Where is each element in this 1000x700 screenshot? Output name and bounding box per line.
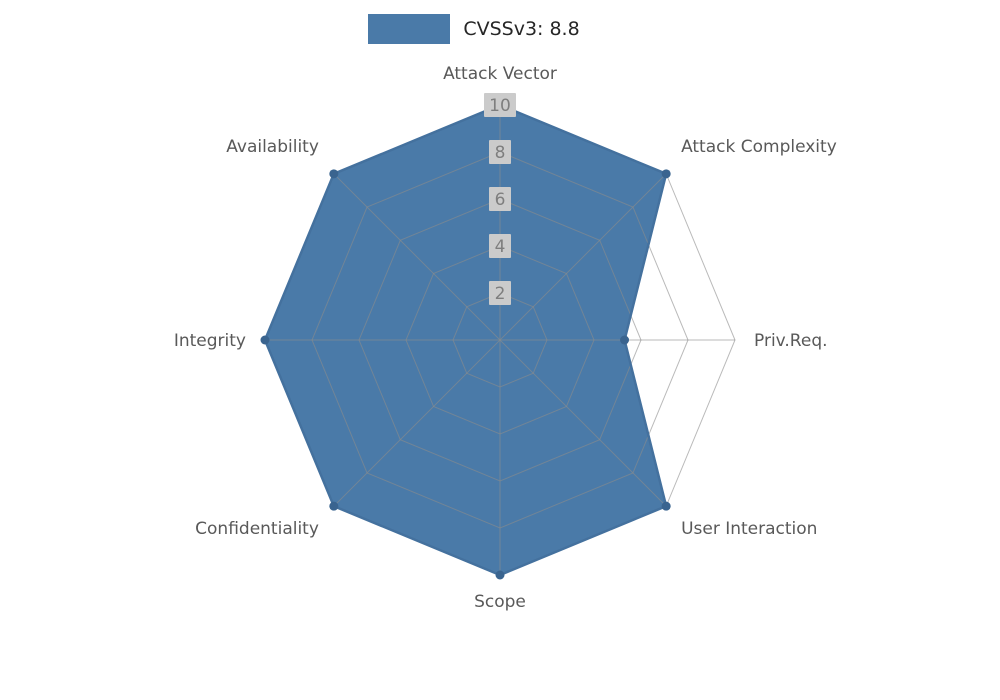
tick-label-bg <box>484 93 516 117</box>
grid-spoke <box>333 173 501 341</box>
radar-series-marker <box>661 169 671 179</box>
grid-spoke <box>333 339 501 507</box>
tick-label: 4 <box>495 237 506 257</box>
axis-label: Attack Complexity <box>681 137 837 157</box>
tick-label: 6 <box>495 190 506 210</box>
legend-label: CVSSv3: 8.8 <box>463 18 580 40</box>
tick-label-bg <box>489 187 511 211</box>
tick-label-bg <box>489 281 511 305</box>
radar-series-marker <box>620 335 630 345</box>
axis-label: Scope <box>474 592 526 612</box>
tick-label-bg <box>489 140 511 164</box>
radar-series-marker <box>260 335 270 345</box>
radar-series-marker <box>329 501 339 511</box>
radar-series-marker <box>661 501 671 511</box>
chart-legend: CVSSv3: 8.8 <box>0 14 974 44</box>
radar-series-marker <box>329 169 339 179</box>
axis-label: Integrity <box>174 331 246 351</box>
grid-spoke <box>499 173 667 341</box>
axis-label: Availability <box>226 137 319 157</box>
grid-spoke <box>499 339 667 507</box>
axis-label: Priv.Req. <box>754 331 828 351</box>
tick-label: 2 <box>495 284 506 304</box>
axis-label: User Interaction <box>681 519 817 539</box>
tick-label: 8 <box>495 143 506 163</box>
radar-series-marker <box>495 570 505 580</box>
axis-label: Confidentiality <box>195 519 319 539</box>
legend-swatch <box>368 14 451 44</box>
tick-label: 10 <box>489 96 511 116</box>
tick-label-bg <box>489 234 511 258</box>
axis-label: Attack Vector <box>443 64 557 84</box>
